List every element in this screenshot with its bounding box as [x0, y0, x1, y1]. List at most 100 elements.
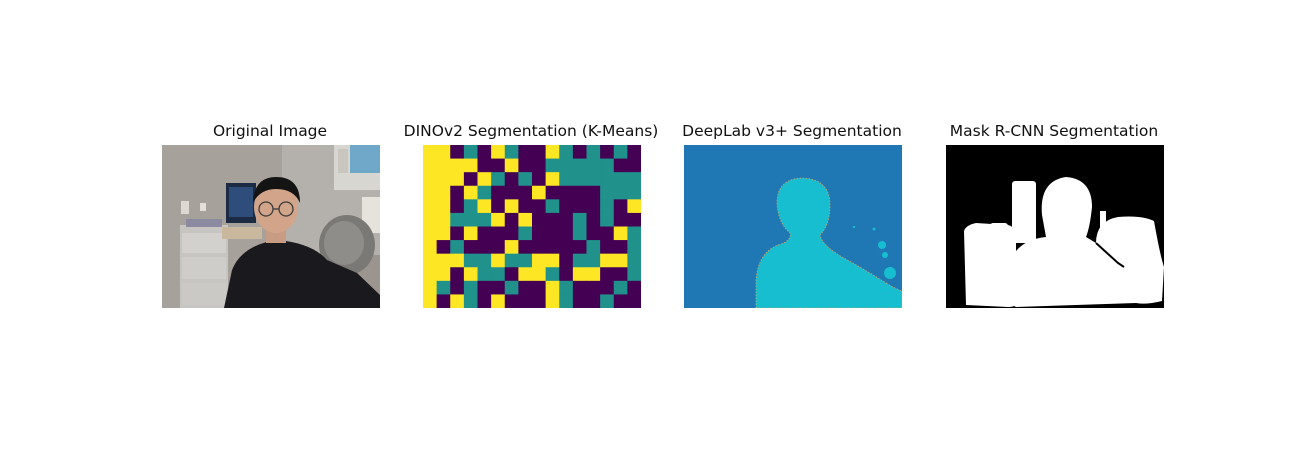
- kmeans-cell: [532, 294, 546, 308]
- kmeans-cell: [600, 172, 614, 186]
- kmeans-cell: [505, 199, 519, 213]
- kmeans-cell: [546, 145, 560, 159]
- kmeans-cell: [559, 186, 573, 200]
- kmeans-cell: [437, 159, 451, 173]
- kmeans-cell: [491, 267, 505, 281]
- kmeans-cell: [627, 294, 641, 308]
- kmeans-cell: [450, 213, 464, 227]
- kmeans-cell: [491, 294, 505, 308]
- kmeans-cell: [464, 213, 478, 227]
- kmeans-cell: [505, 240, 519, 254]
- kmeans-cell: [423, 145, 437, 159]
- kmeans-cell: [546, 254, 560, 268]
- kmeans-cell: [587, 294, 601, 308]
- kmeans-cell: [423, 267, 437, 281]
- kmeans-cell: [600, 254, 614, 268]
- kmeans-cell: [559, 294, 573, 308]
- kmeans-cell: [491, 159, 505, 173]
- kmeans-cell: [464, 199, 478, 213]
- kmeans-cell: [573, 294, 587, 308]
- kmeans-cell: [532, 281, 546, 295]
- kmeans-cell: [478, 172, 492, 186]
- kmeans-cell: [478, 267, 492, 281]
- kmeans-cell: [464, 172, 478, 186]
- kmeans-cell: [600, 159, 614, 173]
- kmeans-cell: [491, 227, 505, 241]
- kmeans-cell: [559, 172, 573, 186]
- kmeans-cell: [614, 240, 628, 254]
- kmeans-cell: [450, 227, 464, 241]
- kmeans-cell: [478, 281, 492, 295]
- kmeans-cell: [546, 213, 560, 227]
- kmeans-cell: [491, 254, 505, 268]
- kmeans-cell: [450, 159, 464, 173]
- kmeans-cell: [464, 294, 478, 308]
- kmeans-cell: [532, 145, 546, 159]
- kmeans-cell: [614, 159, 628, 173]
- kmeans-cell: [600, 213, 614, 227]
- kmeans-cell: [627, 199, 641, 213]
- kmeans-cell: [587, 267, 601, 281]
- kmeans-cell: [518, 172, 532, 186]
- kmeans-cell: [627, 145, 641, 159]
- kmeans-cell: [478, 145, 492, 159]
- kmeans-cell: [423, 254, 437, 268]
- kmeans-cell: [600, 227, 614, 241]
- kmeans-cell: [464, 254, 478, 268]
- kmeans-cell: [505, 213, 519, 227]
- kmeans-cell: [437, 199, 451, 213]
- kmeans-cell: [450, 254, 464, 268]
- kmeans-cell: [464, 281, 478, 295]
- kmeans-cell: [573, 254, 587, 268]
- kmeans-segmentation-map: [423, 145, 641, 308]
- kmeans-cell: [464, 240, 478, 254]
- kmeans-cell: [532, 240, 546, 254]
- kmeans-cell: [614, 186, 628, 200]
- kmeans-cell: [614, 213, 628, 227]
- kmeans-cell: [518, 281, 532, 295]
- kmeans-cell: [587, 145, 601, 159]
- kmeans-cell: [587, 254, 601, 268]
- kmeans-cell: [614, 172, 628, 186]
- kmeans-cell: [437, 227, 451, 241]
- kmeans-cell: [587, 240, 601, 254]
- kmeans-cell: [587, 199, 601, 213]
- kmeans-cell: [423, 186, 437, 200]
- kmeans-cell: [546, 267, 560, 281]
- kmeans-cell: [627, 281, 641, 295]
- kmeans-cell: [505, 254, 519, 268]
- kmeans-cell: [518, 199, 532, 213]
- kmeans-cell: [559, 159, 573, 173]
- kmeans-cell: [491, 281, 505, 295]
- kmeans-cell: [532, 254, 546, 268]
- kmeans-cell: [559, 240, 573, 254]
- kmeans-cell: [505, 281, 519, 295]
- kmeans-cell: [546, 240, 560, 254]
- kmeans-cell: [437, 240, 451, 254]
- kmeans-cell: [600, 186, 614, 200]
- kmeans-cell: [532, 159, 546, 173]
- kmeans-cell: [437, 172, 451, 186]
- kmeans-cell: [423, 281, 437, 295]
- kmeans-cell: [518, 240, 532, 254]
- kmeans-cell: [559, 267, 573, 281]
- kmeans-cell: [518, 227, 532, 241]
- kmeans-cell: [505, 159, 519, 173]
- deeplab-segmentation-map: [684, 145, 902, 308]
- kmeans-cell: [600, 281, 614, 295]
- kmeans-cell: [464, 159, 478, 173]
- kmeans-cell: [614, 199, 628, 213]
- kmeans-cell: [437, 213, 451, 227]
- kmeans-cell: [600, 145, 614, 159]
- mask-rcnn-segmentation-map: [946, 145, 1164, 308]
- kmeans-cell: [437, 294, 451, 308]
- kmeans-cell: [573, 199, 587, 213]
- kmeans-cell: [587, 186, 601, 200]
- kmeans-cell: [464, 186, 478, 200]
- kmeans-cell: [518, 294, 532, 308]
- panel-title: DINOv2 Segmentation (K-Means): [401, 118, 661, 145]
- kmeans-cell: [559, 145, 573, 159]
- kmeans-cell: [464, 267, 478, 281]
- kmeans-cell: [423, 199, 437, 213]
- kmeans-cell: [423, 294, 437, 308]
